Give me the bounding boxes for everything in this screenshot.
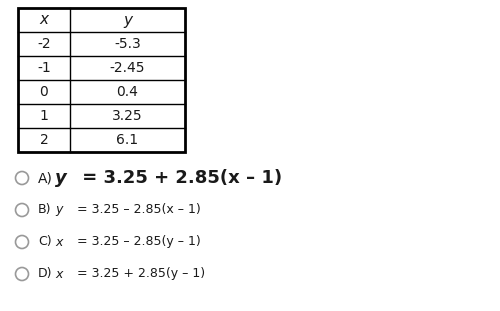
Text: y: y <box>55 203 62 216</box>
Text: 6.1: 6.1 <box>116 133 138 147</box>
Text: x: x <box>55 235 62 248</box>
Text: -5.3: -5.3 <box>114 37 141 51</box>
Text: 3.25: 3.25 <box>112 109 143 123</box>
Text: = 3.25 – 2.85(y – 1): = 3.25 – 2.85(y – 1) <box>73 235 201 248</box>
Text: -2.45: -2.45 <box>110 61 145 75</box>
Text: B): B) <box>38 203 52 216</box>
Text: x: x <box>40 12 48 27</box>
Text: x: x <box>55 267 62 281</box>
Text: C): C) <box>38 235 52 248</box>
Text: y: y <box>55 169 67 187</box>
Text: 0: 0 <box>40 85 48 99</box>
Text: 2: 2 <box>40 133 48 147</box>
Text: y: y <box>123 12 132 27</box>
Text: = 3.25 + 2.85(y – 1): = 3.25 + 2.85(y – 1) <box>73 267 205 281</box>
Text: = 3.25 + 2.85(x – 1): = 3.25 + 2.85(x – 1) <box>76 169 282 187</box>
Text: A): A) <box>38 171 53 185</box>
Text: -1: -1 <box>37 61 51 75</box>
Text: 1: 1 <box>40 109 48 123</box>
Text: -2: -2 <box>37 37 51 51</box>
Text: D): D) <box>38 267 52 281</box>
Text: = 3.25 – 2.85(x – 1): = 3.25 – 2.85(x – 1) <box>73 203 201 216</box>
Bar <box>18 8 185 152</box>
Text: 0.4: 0.4 <box>116 85 138 99</box>
